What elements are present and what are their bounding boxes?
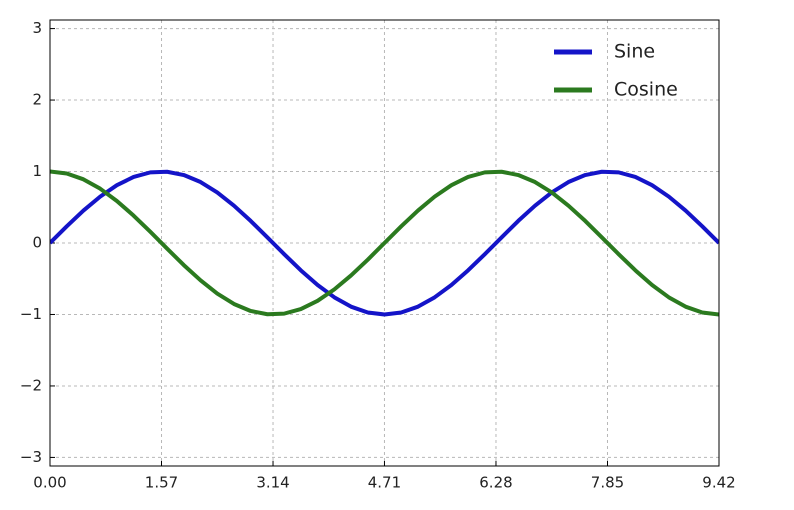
y-tick-label: −3 [20,448,42,466]
line [50,169,719,317]
x-tick-label: 0.00 [33,474,66,492]
line [50,169,719,317]
y-tick-label: 0 [32,234,42,252]
x-tick-label: 1.57 [145,474,178,492]
y-tick-label: 1 [32,162,42,180]
legend-label: Sine [614,41,655,63]
x-tick-label: 6.28 [479,474,512,492]
y-tick-label: −2 [20,376,42,394]
y-tick-label: 2 [32,91,42,109]
x-tick-label: 7.85 [591,474,624,492]
y-tick-label: −1 [20,305,42,323]
y-tick-label: 3 [32,19,42,37]
legend-label: Cosine [614,79,678,101]
x-tick-label: 9.42 [702,474,735,492]
plot-frame [49,19,720,467]
x-tick-label: 4.71 [368,474,401,492]
x-tick-label: 3.14 [256,474,289,492]
